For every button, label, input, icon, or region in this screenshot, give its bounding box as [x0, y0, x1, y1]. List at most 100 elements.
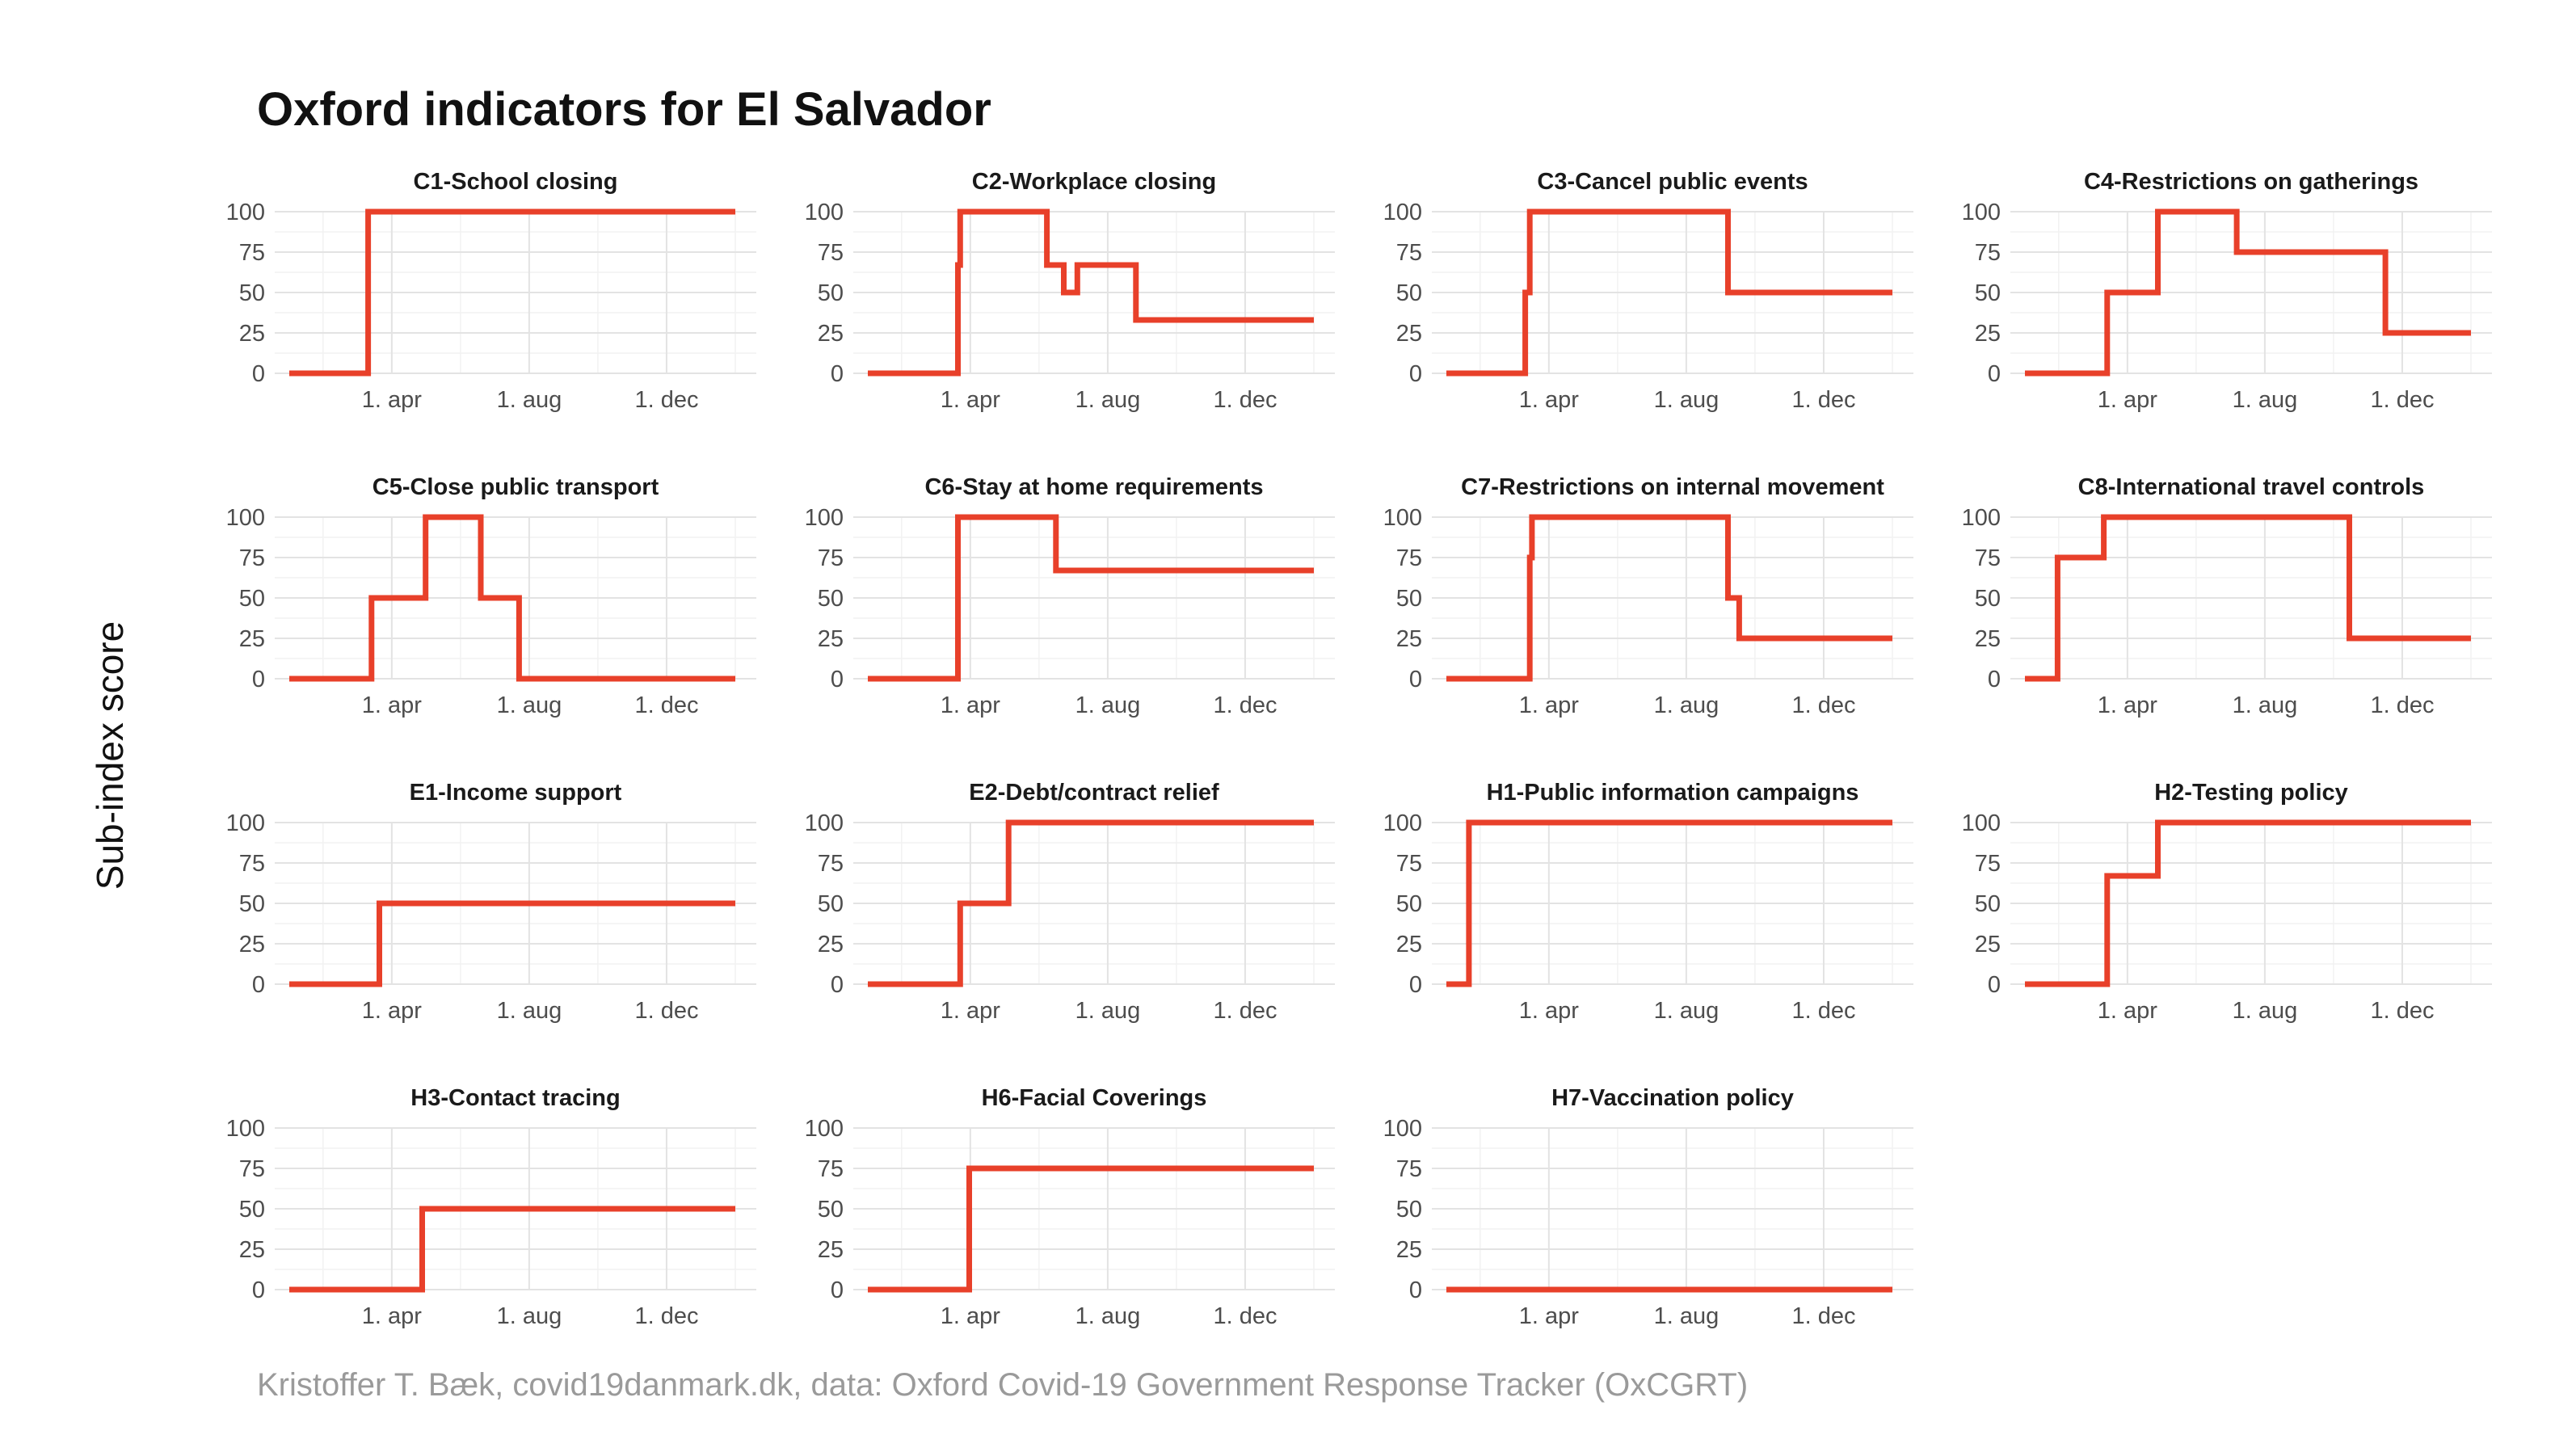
- x-tick-label: 1. dec: [2370, 692, 2434, 718]
- y-tick-label: 50: [239, 586, 265, 612]
- panel-title: C6-Stay at home requirements: [924, 474, 1263, 500]
- x-tick-label: 1. apr: [1519, 692, 1579, 718]
- series-line: [868, 514, 1314, 682]
- y-tick-label: 25: [1975, 626, 2001, 652]
- y-tick-label: 50: [818, 891, 844, 917]
- series-line: [1446, 208, 1892, 377]
- x-tick-label: 1. apr: [941, 998, 1000, 1024]
- panel-title: H3-Contact tracing: [410, 1085, 620, 1111]
- y-tick-label: 50: [818, 280, 844, 306]
- panel-2: 0 25 50 75 100 1. apr 1. aug 1. dec C2-Workplace…: [805, 169, 1335, 413]
- y-tick-label: 0: [252, 1277, 265, 1303]
- x-tick-label: 1. dec: [1791, 387, 1855, 413]
- panel-title: E2-Debt/contract relief: [969, 780, 1219, 806]
- y-tick-label: 75: [1975, 240, 2001, 266]
- x-tick-label: 1. apr: [362, 998, 422, 1024]
- y-tick-label: 25: [239, 321, 265, 347]
- chart-title: Oxford indicators for El Salvador: [257, 83, 991, 136]
- y-tick-label: 100: [226, 810, 265, 836]
- y-tick-label: 100: [1383, 200, 1422, 225]
- series-line: [289, 208, 735, 377]
- y-tick-label: 75: [1975, 545, 2001, 571]
- x-tick-label: 1. apr: [1519, 387, 1579, 413]
- y-tick-label: 75: [818, 545, 844, 571]
- x-tick-label: 1. aug: [1075, 1303, 1141, 1329]
- x-tick-label: 1. apr: [1519, 1303, 1579, 1329]
- x-tick-label: 1. aug: [1654, 692, 1719, 718]
- panel-title: C7-Restrictions on internal movement: [1461, 474, 1884, 500]
- y-tick-label: 75: [239, 851, 265, 877]
- x-tick-label: 1. aug: [1654, 387, 1719, 413]
- y-tick-label: 0: [1988, 667, 2001, 692]
- x-tick-label: 1. apr: [2098, 692, 2157, 718]
- y-tick-label: 50: [1975, 586, 2001, 612]
- y-tick-label: 0: [831, 361, 844, 387]
- panel-title: C8-International travel controls: [2078, 474, 2425, 500]
- y-tick-label: 25: [818, 321, 844, 347]
- panel-7: 0 25 50 75 100 1. apr 1. aug 1. dec C7-Restricti…: [1383, 474, 1913, 718]
- y-tick-label: 25: [818, 1237, 844, 1263]
- y-tick-label: 0: [1409, 1277, 1422, 1303]
- x-tick-label: 1. apr: [941, 1303, 1000, 1329]
- y-tick-label: 75: [1396, 240, 1422, 266]
- y-tick-label: 0: [1988, 972, 2001, 998]
- panel-14: 0 25 50 75 100 1. apr 1. aug 1. dec H6-Facial Co…: [805, 1085, 1335, 1329]
- y-tick-label: 75: [1396, 1156, 1422, 1182]
- series-line: [868, 208, 1314, 377]
- y-tick-label: 75: [818, 1156, 844, 1182]
- panel-title: C4-Restrictions on gatherings: [2084, 169, 2418, 195]
- y-tick-label: 25: [818, 626, 844, 652]
- x-tick-label: 1. dec: [1791, 998, 1855, 1024]
- y-tick-label: 75: [818, 240, 844, 266]
- y-tick-label: 0: [252, 972, 265, 998]
- panel-title: H7-Vaccination policy: [1551, 1085, 1794, 1111]
- panel-title: C1-School closing: [414, 169, 618, 195]
- y-tick-label: 50: [1975, 891, 2001, 917]
- x-tick-label: 1. aug: [2233, 387, 2298, 413]
- series-line: [289, 1206, 735, 1293]
- x-tick-label: 1. aug: [497, 692, 562, 718]
- y-tick-label: 50: [818, 586, 844, 612]
- series-line: [289, 514, 735, 682]
- panel-3: 0 25 50 75 100 1. apr 1. aug 1. dec C3-Cancel pu…: [1383, 169, 1913, 413]
- y-tick-label: 75: [1396, 545, 1422, 571]
- x-tick-label: 1. aug: [497, 998, 562, 1024]
- y-tick-label: 75: [1396, 851, 1422, 877]
- y-tick-label: 100: [226, 200, 265, 225]
- y-tick-label: 50: [1396, 891, 1422, 917]
- x-tick-label: 1. aug: [1075, 387, 1141, 413]
- y-tick-label: 0: [252, 667, 265, 692]
- y-tick-label: 0: [1409, 667, 1422, 692]
- panel-9: 0 25 50 75 100 1. apr 1. aug 1. dec E1-Income su…: [226, 780, 756, 1024]
- x-tick-label: 1. aug: [1075, 692, 1141, 718]
- y-tick-label: 75: [818, 851, 844, 877]
- series-line: [2025, 514, 2471, 682]
- x-tick-label: 1. aug: [2233, 998, 2298, 1024]
- x-tick-label: 1. dec: [1213, 387, 1277, 413]
- y-tick-label: 75: [239, 1156, 265, 1182]
- y-tick-label: 25: [1396, 321, 1422, 347]
- y-tick-label: 50: [239, 1197, 265, 1223]
- x-tick-label: 1. apr: [2098, 998, 2157, 1024]
- series-line: [868, 819, 1314, 987]
- panel-title: C3-Cancel public events: [1537, 169, 1808, 195]
- y-tick-label: 100: [1383, 1116, 1422, 1142]
- x-tick-label: 1. dec: [1213, 1303, 1277, 1329]
- y-tick-label: 25: [818, 932, 844, 958]
- panel-13: 0 25 50 75 100 1. apr 1. aug 1. dec H3-Contact t…: [226, 1085, 756, 1329]
- y-tick-label: 25: [1396, 1237, 1422, 1263]
- y-tick-label: 100: [1962, 505, 2001, 531]
- x-tick-label: 1. aug: [1654, 998, 1719, 1024]
- x-tick-label: 1. apr: [362, 692, 422, 718]
- series-line: [2025, 208, 2471, 377]
- y-tick-label: 0: [1988, 361, 2001, 387]
- y-tick-label: 75: [1975, 851, 2001, 877]
- y-tick-label: 25: [239, 932, 265, 958]
- source-caption: Kristoffer T. Bæk, covid19danmark.dk, da…: [257, 1367, 1749, 1403]
- panel-title: E1-Income support: [410, 780, 622, 806]
- series-line: [2025, 819, 2471, 987]
- y-tick-label: 100: [805, 505, 844, 531]
- x-tick-label: 1. aug: [2233, 692, 2298, 718]
- y-tick-label: 50: [1975, 280, 2001, 306]
- y-tick-label: 0: [831, 972, 844, 998]
